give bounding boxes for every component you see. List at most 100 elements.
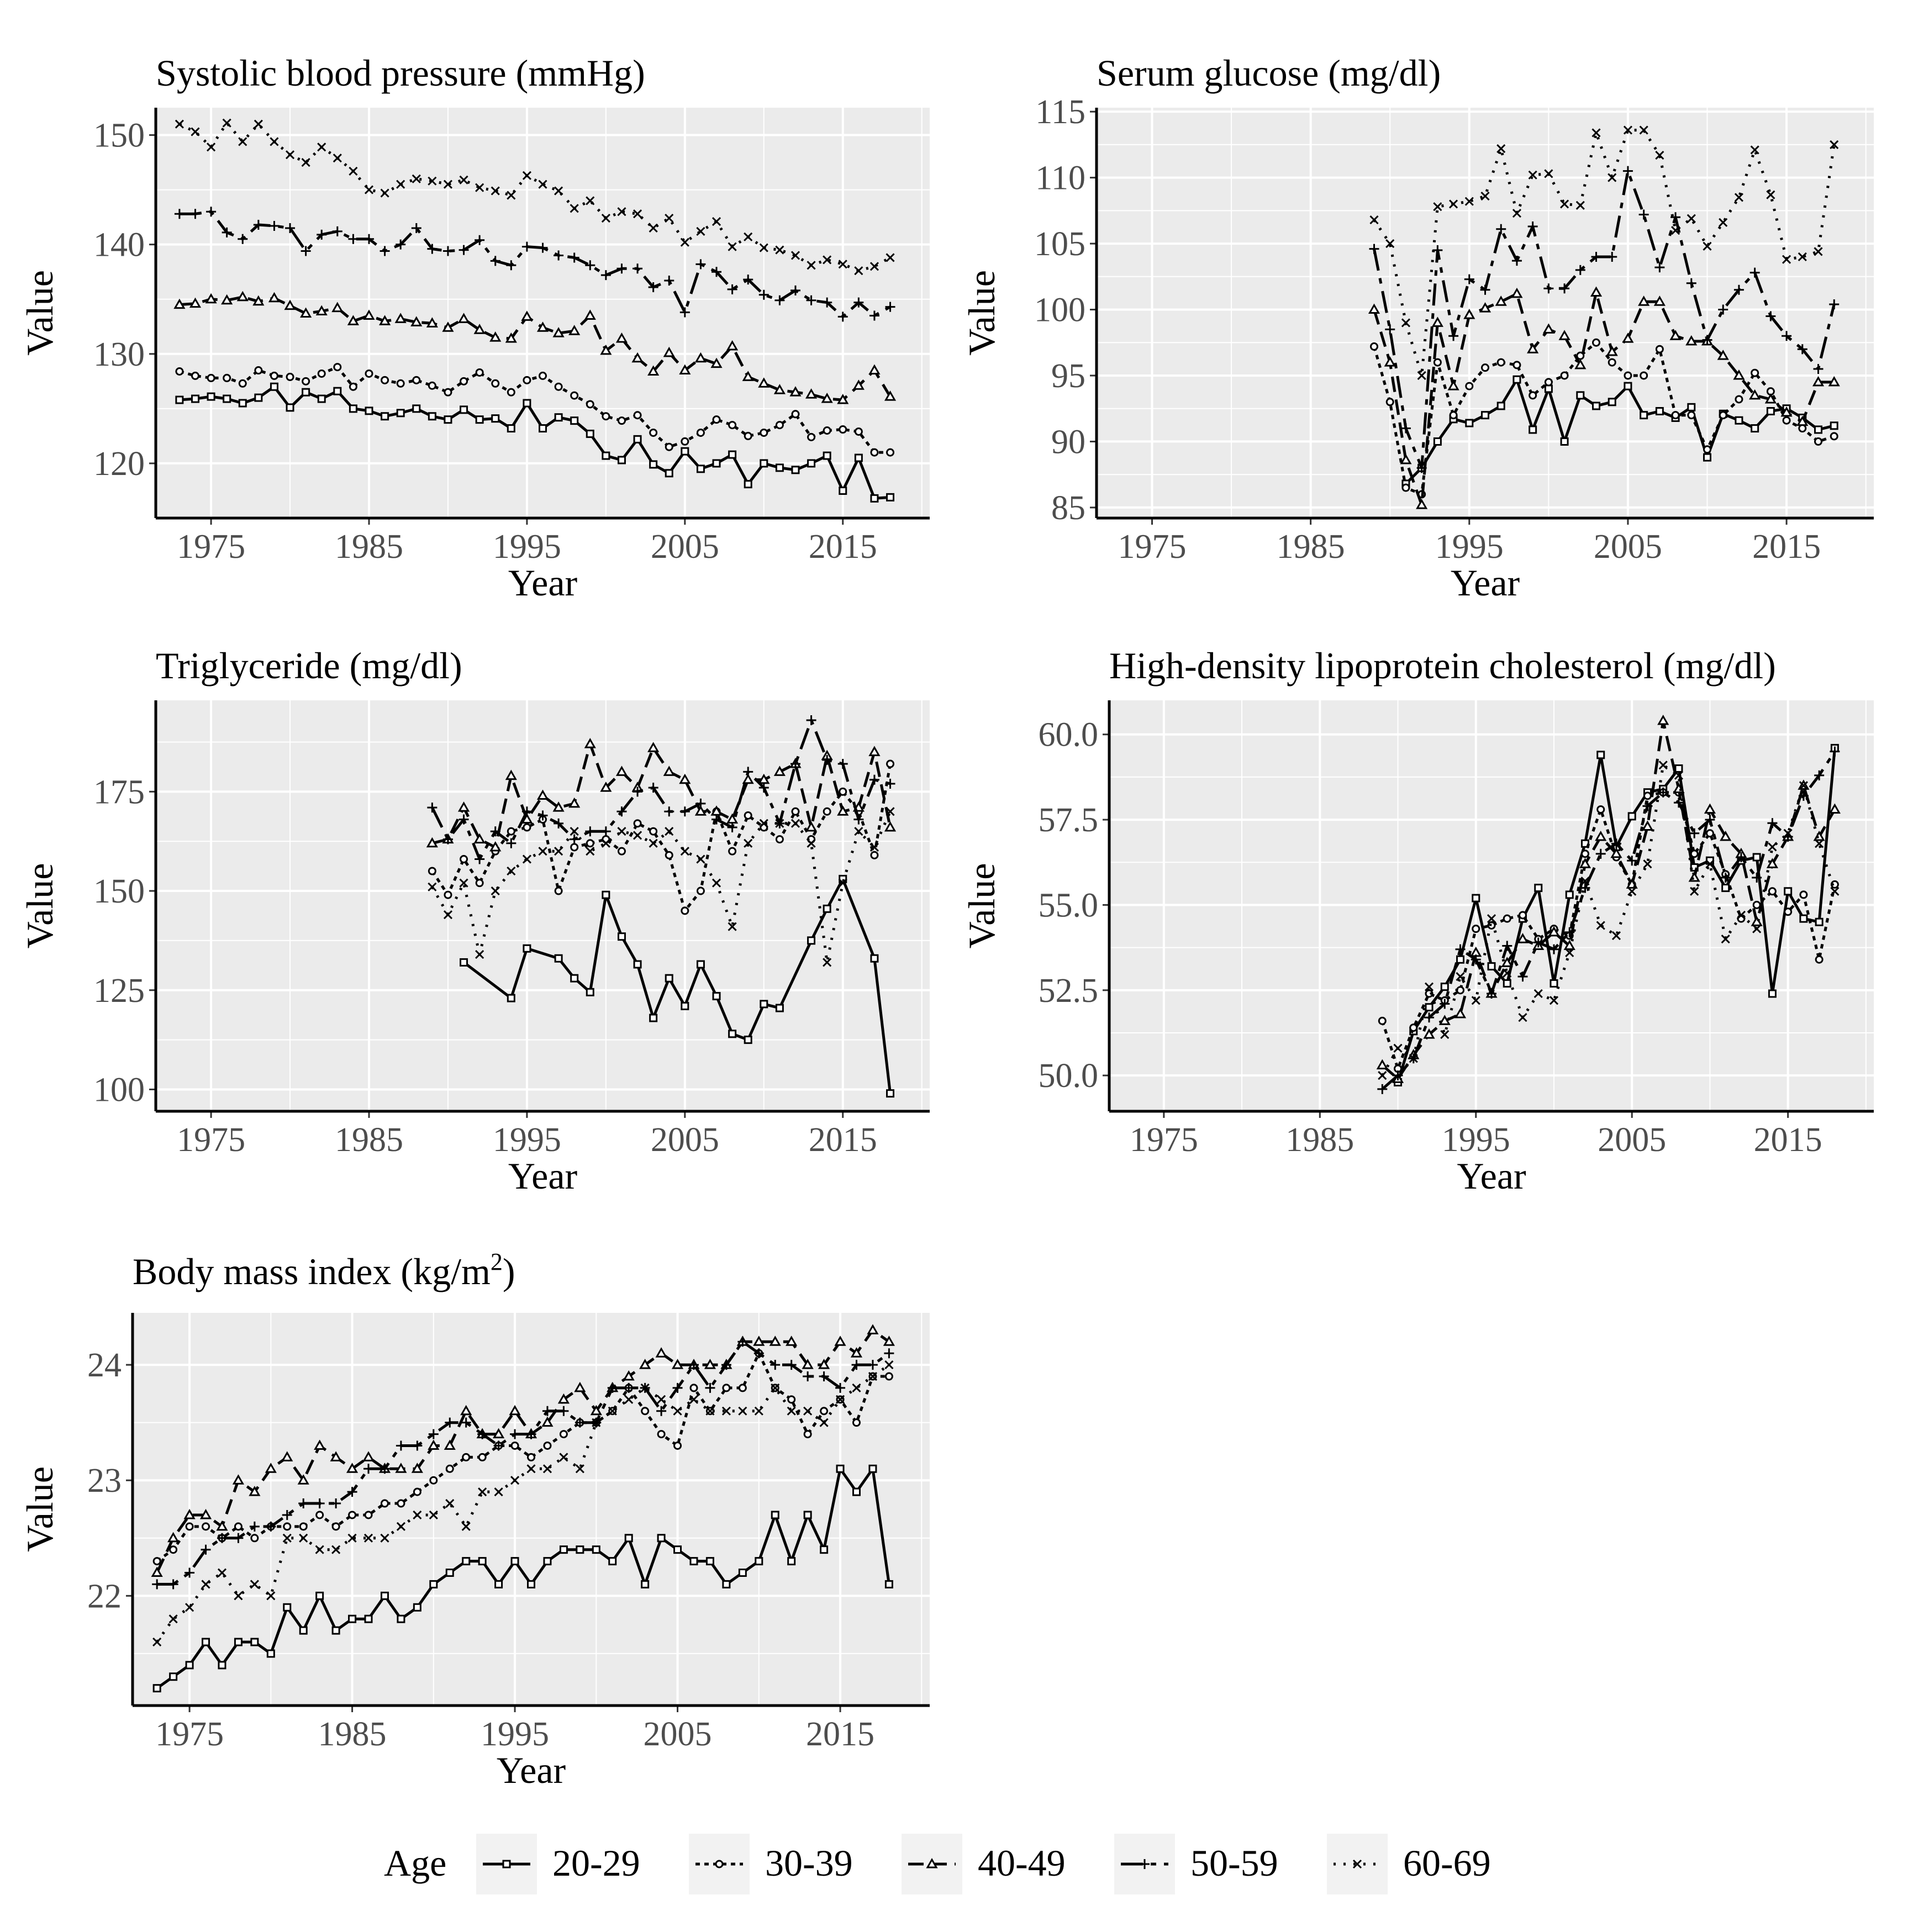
data-point-60-69: [1596, 921, 1605, 930]
data-point-20-29: [1503, 979, 1511, 988]
data-point-20-29: [1592, 402, 1600, 410]
data-point-60-69: [522, 171, 531, 180]
data-point-20-29: [1687, 403, 1696, 411]
data-point-50-59: [558, 1406, 569, 1416]
data-point-30-39: [478, 1453, 487, 1461]
data-point-60-69: [428, 176, 437, 186]
data-point-30-39: [349, 382, 357, 391]
data-point-60-69: [282, 1533, 292, 1543]
plot-background: [1097, 108, 1874, 518]
data-point-20-29: [460, 958, 468, 967]
data-point-20-29: [791, 466, 800, 474]
data-point-60-69: [1503, 968, 1512, 978]
data-point-40-49: [1751, 916, 1763, 926]
data-point-30-39: [207, 373, 215, 382]
data-point-30-39: [523, 376, 531, 384]
data-point-40-49: [726, 340, 739, 351]
data-point-60-69: [649, 223, 658, 233]
data-point-50-59: [822, 754, 832, 765]
data-point-30-39: [1608, 358, 1616, 367]
data-point-60-69: [526, 1464, 536, 1474]
data-point-40-49: [252, 295, 265, 306]
data-point-30-39: [364, 1511, 373, 1519]
data-point-50-59: [770, 1360, 781, 1370]
data-point-30-39: [348, 1511, 357, 1519]
data-point-40-49: [199, 1508, 212, 1519]
data-point-20-29: [1721, 884, 1730, 893]
x-tick-label: 1995: [493, 528, 561, 566]
data-point-20-29: [1560, 437, 1569, 446]
data-point-30-39: [1580, 849, 1589, 858]
data-point-30-39: [1518, 911, 1527, 920]
data-point-50-59: [190, 209, 201, 219]
data-point-30-39: [152, 1557, 161, 1566]
data-point-60-69: [152, 1637, 162, 1647]
data-point-50-59: [712, 814, 722, 825]
data-point-50-59: [743, 275, 753, 285]
data-point-30-39: [169, 1545, 178, 1554]
data-point-50-59: [1424, 1012, 1435, 1023]
data-point-40-49: [802, 1359, 814, 1369]
data-point-40-49: [1653, 295, 1666, 306]
x-tick-label: 1975: [177, 1121, 245, 1159]
data-point-30-39: [681, 437, 689, 446]
data-point-30-39: [744, 811, 752, 820]
data-point-20-29: [1766, 407, 1775, 415]
x-tick-label: 1995: [1442, 1121, 1510, 1159]
data-point-40-49: [426, 837, 438, 848]
data-point-30-39: [559, 1430, 568, 1439]
data-point-40-49: [600, 344, 612, 355]
data-point-60-69: [640, 1383, 650, 1392]
data-point-50-59: [1718, 304, 1728, 315]
data-point-20-29: [380, 1591, 389, 1600]
data-point-20-29: [657, 1534, 666, 1543]
data-point-20-29: [1596, 751, 1605, 759]
data-point-20-29: [460, 405, 468, 414]
data-point-60-69: [1433, 202, 1442, 212]
data-point-20-29: [592, 1545, 600, 1554]
panel-title: High-density lipoprotein cholesterol (mg…: [1109, 645, 1776, 687]
x-tick-label: 1985: [1277, 528, 1345, 566]
data-point-20-29: [1433, 437, 1442, 446]
data-point-40-49: [679, 364, 691, 375]
data-point-30-39: [429, 1476, 438, 1485]
data-point-50-59: [822, 297, 832, 308]
data-point-30-39: [1799, 890, 1808, 899]
data-point-40-49: [189, 297, 202, 308]
data-point-50-59: [490, 256, 500, 266]
data-point-40-49: [1495, 295, 1507, 306]
data-point-50-59: [1798, 790, 1809, 801]
data-point-40-49: [1574, 358, 1587, 369]
data-point-50-59: [1480, 284, 1490, 295]
data-point-20-29: [1465, 419, 1474, 427]
data-point-50-59: [1749, 267, 1760, 278]
data-point-40-49: [394, 313, 407, 323]
data-point-50-59: [835, 1382, 846, 1393]
data-point-20-29: [870, 954, 879, 963]
series-30-39: [175, 363, 895, 457]
data-point-30-39: [803, 1430, 812, 1439]
data-point-40-49: [837, 805, 849, 816]
data-point-30-39: [1752, 900, 1761, 909]
data-point-20-29: [1576, 391, 1585, 400]
data-point-40-49: [1595, 830, 1607, 841]
x-tick-label: 1985: [335, 1121, 403, 1159]
data-point-20-29: [738, 1569, 747, 1577]
data-point-20-29: [1472, 894, 1480, 902]
data-point-60-69: [364, 185, 374, 194]
data-point-60-69: [168, 1614, 178, 1624]
data-point-40-49: [786, 1335, 798, 1346]
data-point-60-69: [266, 1591, 276, 1601]
data-point-40-49: [704, 1359, 716, 1369]
data-point-50-59: [314, 1498, 325, 1509]
y-tick-label: 24: [87, 1347, 122, 1384]
data-point-50-59: [411, 223, 421, 233]
data-point-50-59: [1517, 972, 1528, 982]
data-point-40-49: [1548, 926, 1560, 937]
panel-title-text: Systolic blood pressure (mmHg): [156, 52, 645, 94]
data-point-60-69: [1655, 150, 1664, 160]
data-point-50-59: [1720, 873, 1731, 883]
data-point-20-29: [1481, 411, 1489, 420]
plot-background: [156, 108, 930, 518]
